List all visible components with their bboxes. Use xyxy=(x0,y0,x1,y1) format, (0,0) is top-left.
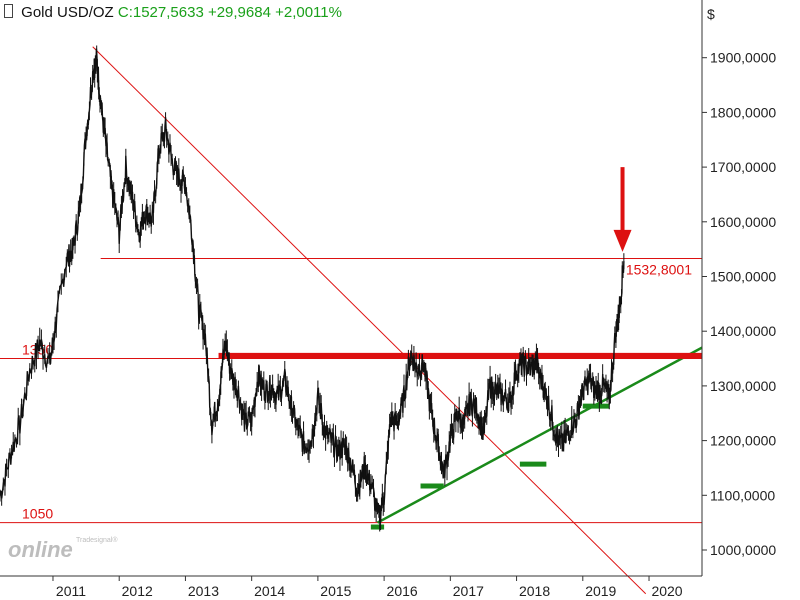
y-tick-label: 1500,0000 xyxy=(710,269,776,285)
level-label: 1532,8001 xyxy=(626,262,692,278)
currency-label: $ xyxy=(707,6,715,22)
watermark-brand: online xyxy=(8,537,73,562)
chart-header: Gold USD/OZ C:1527,5633 +29,9684 +2,0011… xyxy=(4,4,342,21)
uptrend-line xyxy=(376,346,703,524)
y-tick-label: 1700,0000 xyxy=(710,159,776,175)
y-tick-label: 1900,0000 xyxy=(710,50,776,66)
x-tick-label: 2015 xyxy=(320,583,351,599)
x-tick-label: 2016 xyxy=(387,583,418,599)
y-tick-label: 1800,0000 xyxy=(710,104,776,120)
downtrend-line xyxy=(92,46,647,595)
x-tick-label: 2011 xyxy=(56,583,86,599)
x-tick-label: 2019 xyxy=(585,583,616,599)
watermark-small: Tradesignal® xyxy=(76,537,118,544)
price-series xyxy=(0,48,625,522)
y-tick-label: 1400,0000 xyxy=(710,323,776,339)
watermark-logo: online Tradesignal® xyxy=(8,537,117,563)
level-label: 1050 xyxy=(22,506,53,522)
y-tick-label: 1000,0000 xyxy=(710,542,776,558)
x-tick-label: 2012 xyxy=(122,583,153,599)
instrument-quote: C:1527,5633 +29,9684 +2,0011% xyxy=(117,4,342,21)
y-tick-label: 1100,0000 xyxy=(710,487,775,503)
y-tick-label: 1300,0000 xyxy=(710,378,776,394)
arrow-head xyxy=(613,229,632,252)
instrument-name: Gold USD/OZ xyxy=(21,4,114,21)
x-tick-label: 2017 xyxy=(453,583,484,599)
y-tick-label: 1600,0000 xyxy=(710,214,776,230)
x-tick-label: 2020 xyxy=(651,583,682,599)
x-tick-label: 2014 xyxy=(254,583,285,599)
instrument-icon xyxy=(4,4,13,18)
x-tick-label: 2013 xyxy=(188,583,219,599)
x-tick-label: 2018 xyxy=(519,583,550,599)
y-tick-label: 1200,0000 xyxy=(710,433,776,449)
